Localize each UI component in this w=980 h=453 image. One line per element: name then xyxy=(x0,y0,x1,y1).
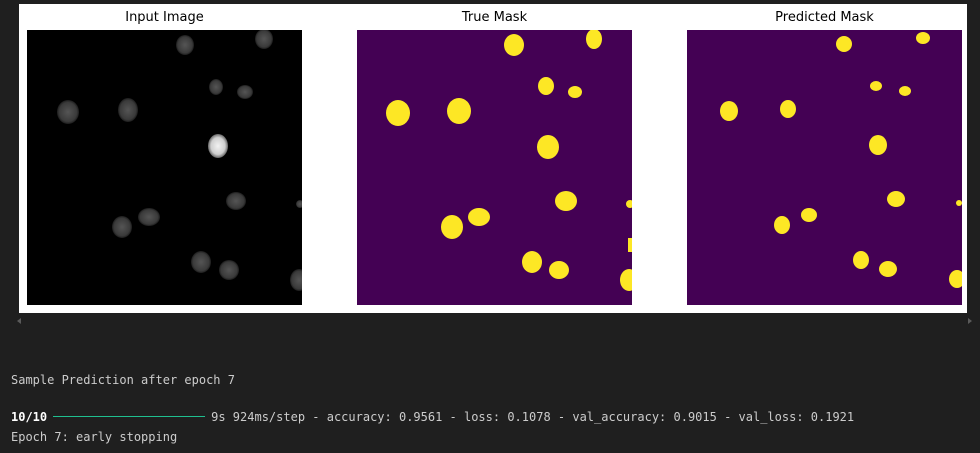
input-image-panel xyxy=(27,30,302,305)
input-image-title: Input Image xyxy=(125,10,204,25)
matplotlib-figure: Input Image True Mask Predicted Mask xyxy=(19,4,967,313)
predicted-mask-title: Predicted Mask xyxy=(775,10,874,25)
input-image-canvas xyxy=(27,30,302,305)
scroll-right-arrow-icon[interactable] xyxy=(968,318,972,324)
progress-bar xyxy=(53,416,206,417)
true-mask-title: True Mask xyxy=(461,10,528,25)
early-stopping-text: Epoch 7: early stopping xyxy=(11,430,178,444)
true-mask-canvas xyxy=(357,30,632,305)
training-progress-line: 10/10 9s 924ms/step - accuracy: 0.9561 - … xyxy=(11,410,854,424)
predicted-mask-canvas xyxy=(687,30,962,305)
predicted-mask-panel xyxy=(687,30,962,305)
true-mask-panel xyxy=(357,30,632,305)
sample-prediction-text: Sample Prediction after epoch 7 xyxy=(11,373,235,387)
training-metrics: 9s 924ms/step - accuracy: 0.9561 - loss:… xyxy=(211,410,855,424)
scroll-left-arrow-icon[interactable] xyxy=(17,318,21,324)
step-count: 10/10 xyxy=(11,410,48,424)
